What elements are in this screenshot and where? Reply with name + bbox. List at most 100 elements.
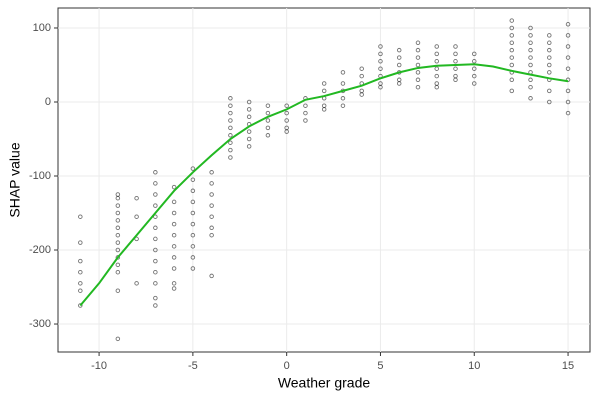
point	[547, 88, 552, 94]
point	[415, 77, 421, 83]
point	[565, 66, 571, 71]
point	[547, 62, 552, 68]
point	[228, 140, 233, 145]
point	[415, 47, 421, 53]
point	[434, 66, 439, 71]
point	[453, 44, 458, 49]
point	[228, 125, 233, 131]
point	[396, 55, 402, 60]
point	[528, 55, 533, 60]
point	[453, 66, 458, 71]
point	[565, 110, 571, 116]
point	[153, 295, 158, 301]
point	[509, 33, 515, 38]
point	[190, 199, 196, 205]
point	[434, 59, 439, 64]
point	[509, 88, 515, 94]
point	[115, 210, 121, 216]
point	[78, 269, 83, 275]
point	[434, 51, 439, 57]
point	[509, 18, 515, 23]
point	[115, 288, 121, 293]
point	[453, 51, 458, 57]
point	[340, 103, 346, 108]
point	[340, 81, 346, 86]
point	[528, 96, 533, 101]
point	[321, 107, 327, 112]
point	[472, 51, 477, 57]
point	[565, 33, 571, 38]
point	[321, 88, 327, 94]
point	[115, 240, 121, 245]
point	[528, 40, 533, 46]
point	[190, 188, 196, 194]
point	[378, 84, 383, 90]
point	[190, 244, 196, 249]
point	[246, 114, 252, 120]
point	[565, 99, 571, 105]
point	[134, 236, 139, 242]
point	[565, 44, 571, 49]
point	[303, 110, 308, 116]
point	[171, 266, 177, 271]
point	[171, 244, 177, 249]
x-tick-label: -5	[188, 360, 198, 372]
x-tick-label: 15	[562, 360, 574, 372]
point	[153, 181, 158, 186]
point	[547, 70, 552, 75]
point	[209, 232, 214, 238]
point	[415, 70, 421, 75]
point	[565, 22, 571, 27]
point	[509, 25, 515, 31]
point	[509, 55, 515, 60]
point	[209, 181, 214, 186]
point	[547, 55, 552, 60]
point	[228, 118, 233, 123]
point	[359, 73, 364, 79]
point	[228, 155, 233, 160]
point	[434, 44, 439, 49]
point	[209, 203, 214, 208]
y-tick-label: 100	[33, 22, 51, 34]
point	[509, 40, 515, 46]
point	[359, 92, 364, 97]
point	[190, 177, 196, 182]
point	[78, 214, 83, 219]
point	[115, 336, 121, 342]
x-tick-label: 10	[468, 360, 480, 372]
point	[565, 55, 571, 60]
point	[153, 192, 158, 197]
point	[78, 303, 83, 308]
x-tick-label: -10	[91, 360, 107, 372]
point	[228, 147, 233, 153]
point	[115, 269, 121, 275]
point	[190, 210, 196, 216]
y-tick-label: -100	[29, 170, 51, 182]
point	[134, 214, 139, 219]
point	[396, 81, 402, 86]
point	[190, 266, 196, 271]
point	[547, 40, 552, 46]
point	[115, 195, 121, 201]
point	[547, 33, 552, 38]
point	[547, 47, 552, 53]
point	[453, 77, 458, 83]
point	[565, 88, 571, 94]
point	[190, 255, 196, 260]
y-axis-title: SHAP value	[7, 142, 23, 217]
point	[171, 281, 177, 286]
point	[434, 73, 439, 79]
point	[472, 66, 477, 71]
x-axis-title: Weather grade	[278, 375, 371, 391]
point	[153, 225, 158, 231]
point	[509, 62, 515, 68]
point	[115, 255, 121, 260]
point	[415, 84, 421, 90]
point	[528, 84, 533, 90]
point	[153, 203, 158, 208]
point	[472, 73, 477, 79]
point	[246, 99, 252, 105]
point	[528, 77, 533, 83]
point	[547, 99, 552, 105]
point	[78, 281, 83, 286]
